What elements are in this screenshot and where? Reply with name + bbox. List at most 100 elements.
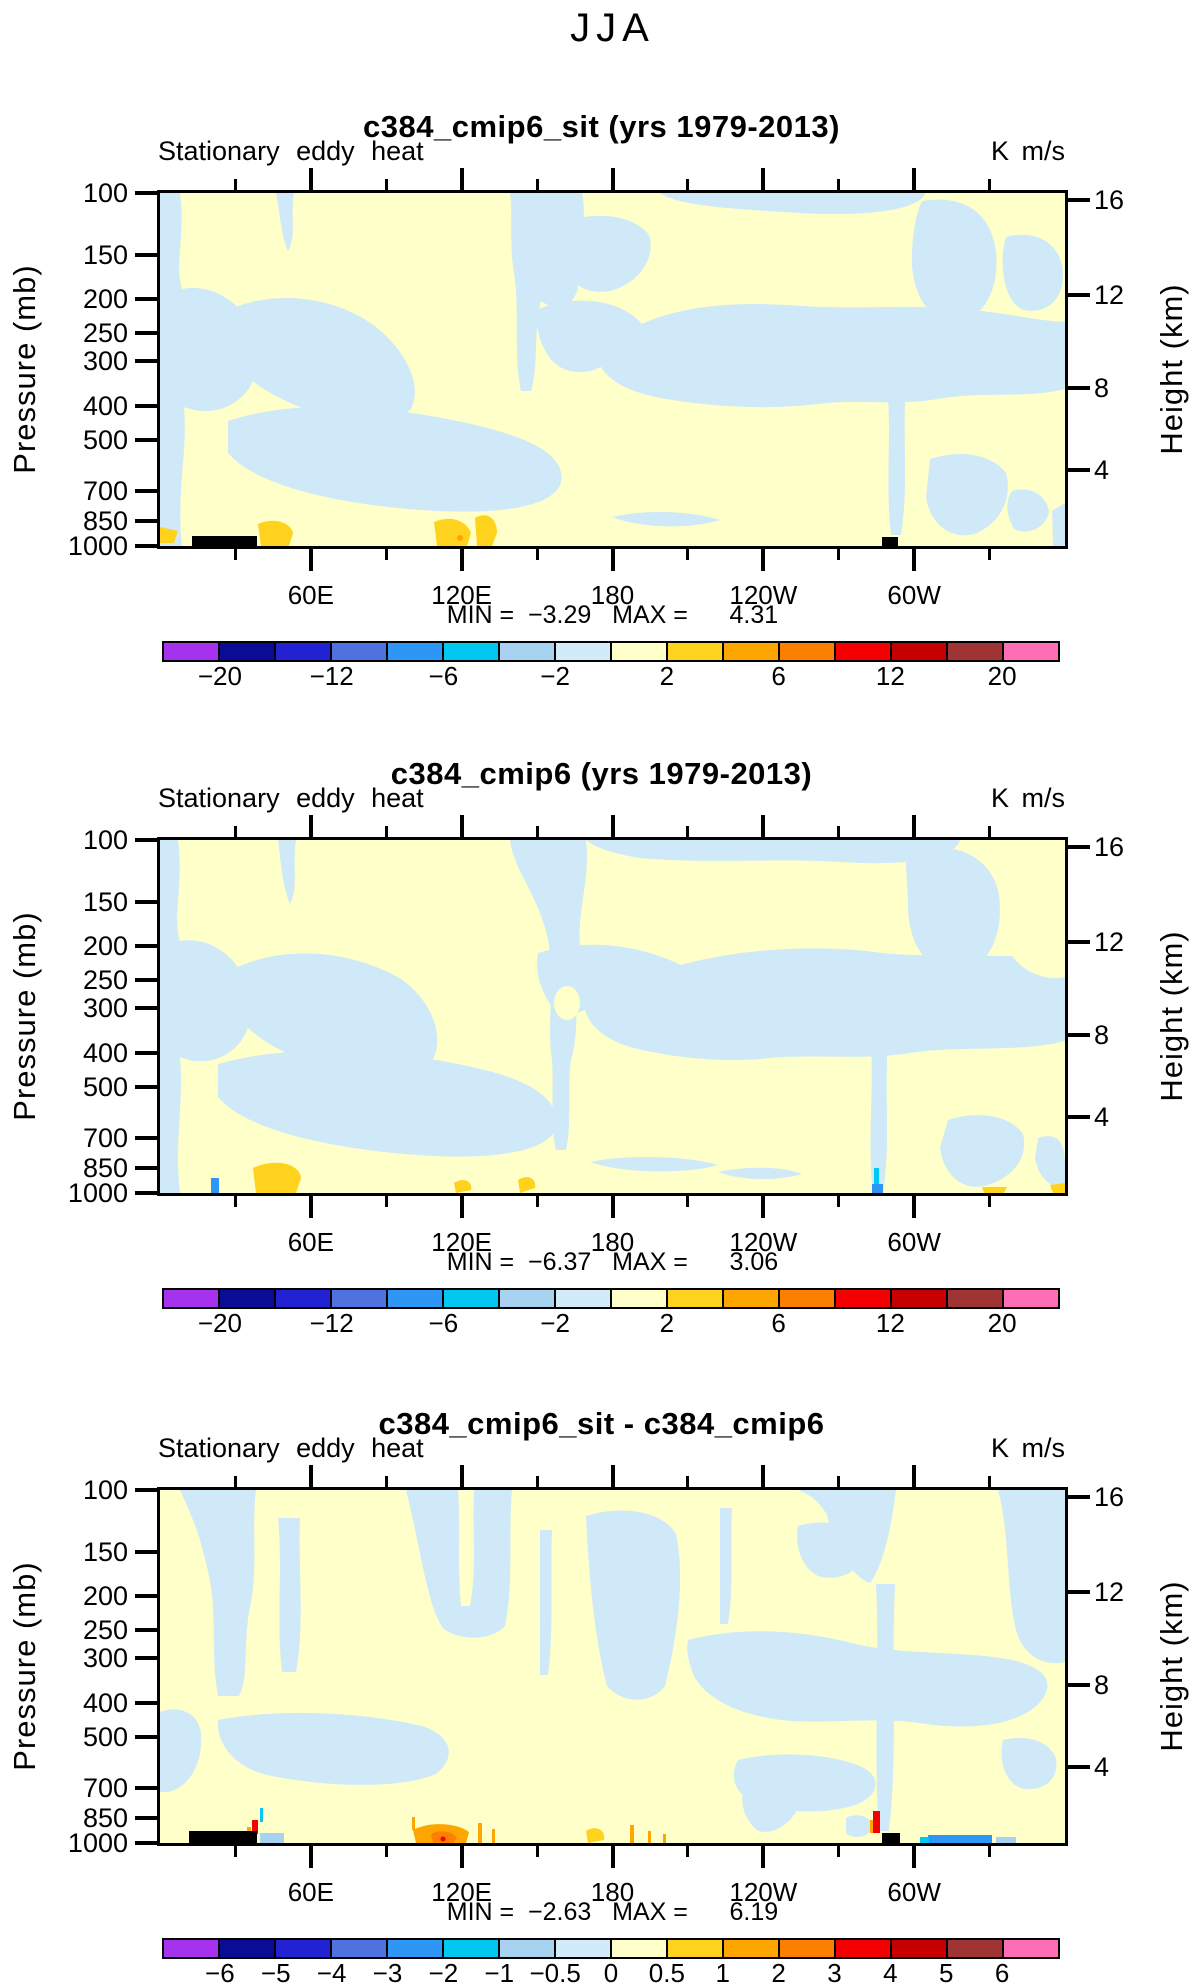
lon-tick-top	[988, 179, 992, 190]
pressure-tick-label: 300	[82, 346, 128, 376]
pressure-tick-label: 1000	[67, 1178, 128, 1208]
lon-tick-top	[459, 1465, 464, 1487]
lon-tick-bottom	[384, 1196, 388, 1207]
colorbar-segment	[556, 643, 610, 660]
colorbar-tick-label: 1	[715, 1958, 730, 1987]
colorbar-tick-label: −6	[428, 1308, 459, 1338]
lon-tick-top	[837, 1476, 841, 1487]
lon-tick-bottom	[459, 1196, 464, 1218]
field-label: Stationary eddy heat	[158, 1433, 424, 1463]
pressure-tick	[135, 1701, 160, 1705]
terrain-mask	[192, 536, 898, 546]
lon-tick-bottom	[233, 1196, 237, 1207]
lon-tick-bottom	[761, 1196, 766, 1218]
panel-title: c384_cmip6_sit - c384_cmip6	[378, 1405, 825, 1441]
colorbar-tick-label: 6	[771, 1308, 786, 1338]
colorbar-tick-label: 4	[883, 1958, 898, 1987]
height-tick	[1065, 1683, 1090, 1687]
pressure-tick	[135, 191, 160, 195]
lon-tick-bottom	[233, 549, 237, 560]
pressure-tick	[135, 297, 160, 301]
lon-tick-bottom	[535, 549, 539, 560]
height-tick-label: 4	[1094, 1752, 1110, 1782]
height-tick	[1065, 940, 1090, 944]
lon-tick-top	[308, 168, 313, 190]
contour-field-svg	[160, 193, 1065, 546]
colorbar-segment	[948, 643, 1002, 660]
lon-tick-top	[686, 179, 690, 190]
pressure-tick-label: 150	[82, 240, 128, 270]
colorbar-tick-label: 0.5	[648, 1958, 685, 1987]
pressure-tick-label: 300	[82, 1643, 128, 1673]
colorbar-segment	[836, 1290, 890, 1307]
colorbar-tick-label: −12	[309, 661, 354, 691]
colorbar-segment	[836, 1940, 890, 1957]
lon-tick-bottom	[761, 549, 766, 571]
colorbar-segment	[668, 1290, 722, 1307]
pressure-tick-label: 850	[82, 1153, 128, 1183]
pressure-tick-label: 700	[82, 476, 128, 506]
colorbar-segment	[276, 1940, 330, 1957]
colorbar-segment	[612, 1940, 666, 1957]
height-tick	[1065, 845, 1090, 849]
lon-tick-bottom	[912, 1846, 917, 1868]
height-tick-label: 16	[1094, 185, 1125, 215]
height-tick-label: 12	[1094, 927, 1125, 957]
lon-tick-label: 180	[590, 1227, 635, 1257]
colorbar-segment	[1004, 1940, 1058, 1957]
lon-tick-top	[610, 1465, 615, 1487]
lon-tick-top	[535, 826, 539, 837]
lon-tick-label: 120W	[729, 1227, 798, 1257]
height-tick-label: 8	[1094, 1670, 1110, 1700]
colorbar-tick-label: −6	[205, 1958, 235, 1987]
lon-tick-top	[308, 815, 313, 837]
contour-field-svg	[160, 840, 1065, 1193]
colorbar-tick-label: −3	[372, 1958, 403, 1987]
lon-tick-top	[459, 168, 464, 190]
height-tick-label: 8	[1094, 373, 1110, 403]
colorbar-segment	[164, 643, 218, 660]
negative-regions	[160, 840, 1065, 1193]
pressure-tick	[135, 944, 160, 948]
lon-tick-bottom	[308, 1196, 313, 1218]
colorbar-segment	[444, 643, 498, 660]
pressure-tick-label: 100	[82, 178, 128, 208]
colorbar-segment	[276, 643, 330, 660]
pressure-tick-label: 250	[82, 1615, 128, 1645]
lon-tick-top	[988, 1476, 992, 1487]
lon-tick-top	[535, 1476, 539, 1487]
colorbar-segment	[332, 1290, 386, 1307]
colorbar-segment	[780, 1940, 834, 1957]
height-tick	[1065, 293, 1090, 297]
pressure-tick-label: 500	[82, 425, 128, 455]
minmax-readout: MIN = −2.63 MAX = 6.19	[446, 1898, 779, 1926]
colorbar-segment	[556, 1940, 610, 1957]
lon-tick-bottom	[610, 549, 615, 571]
colorbar-segment	[780, 1290, 834, 1307]
contour-field-svg	[160, 1490, 1065, 1843]
minmax-readout: MIN = −3.29 MAX = 4.31	[446, 601, 779, 629]
lon-tick-top	[761, 1465, 766, 1487]
colorbar-segment	[220, 1940, 274, 1957]
lon-tick-label: 120W	[729, 580, 798, 610]
negative-regions	[160, 193, 1065, 546]
lon-tick-bottom	[384, 549, 388, 560]
height-tick	[1065, 386, 1090, 390]
pressure-tick	[135, 1136, 160, 1140]
lon-tick-bottom	[912, 549, 917, 571]
height-tick-label: 4	[1094, 1102, 1110, 1132]
pressure-tick	[135, 253, 160, 257]
lon-tick-bottom	[233, 1846, 237, 1857]
colorbar-segment	[444, 1290, 498, 1307]
lon-tick-bottom	[384, 1846, 388, 1857]
lon-tick-top	[610, 815, 615, 837]
colorbar-segment	[1004, 643, 1058, 660]
colorbar-tick-label: −2	[540, 661, 570, 691]
lon-tick-top	[308, 1465, 313, 1487]
lon-tick-bottom	[459, 1846, 464, 1868]
units-label: K m/s	[990, 783, 1065, 813]
colorbar-segment	[220, 643, 274, 660]
colorbar-segment	[724, 643, 778, 660]
lon-tick-bottom	[459, 549, 464, 571]
lon-tick-label: 120E	[431, 1877, 493, 1907]
